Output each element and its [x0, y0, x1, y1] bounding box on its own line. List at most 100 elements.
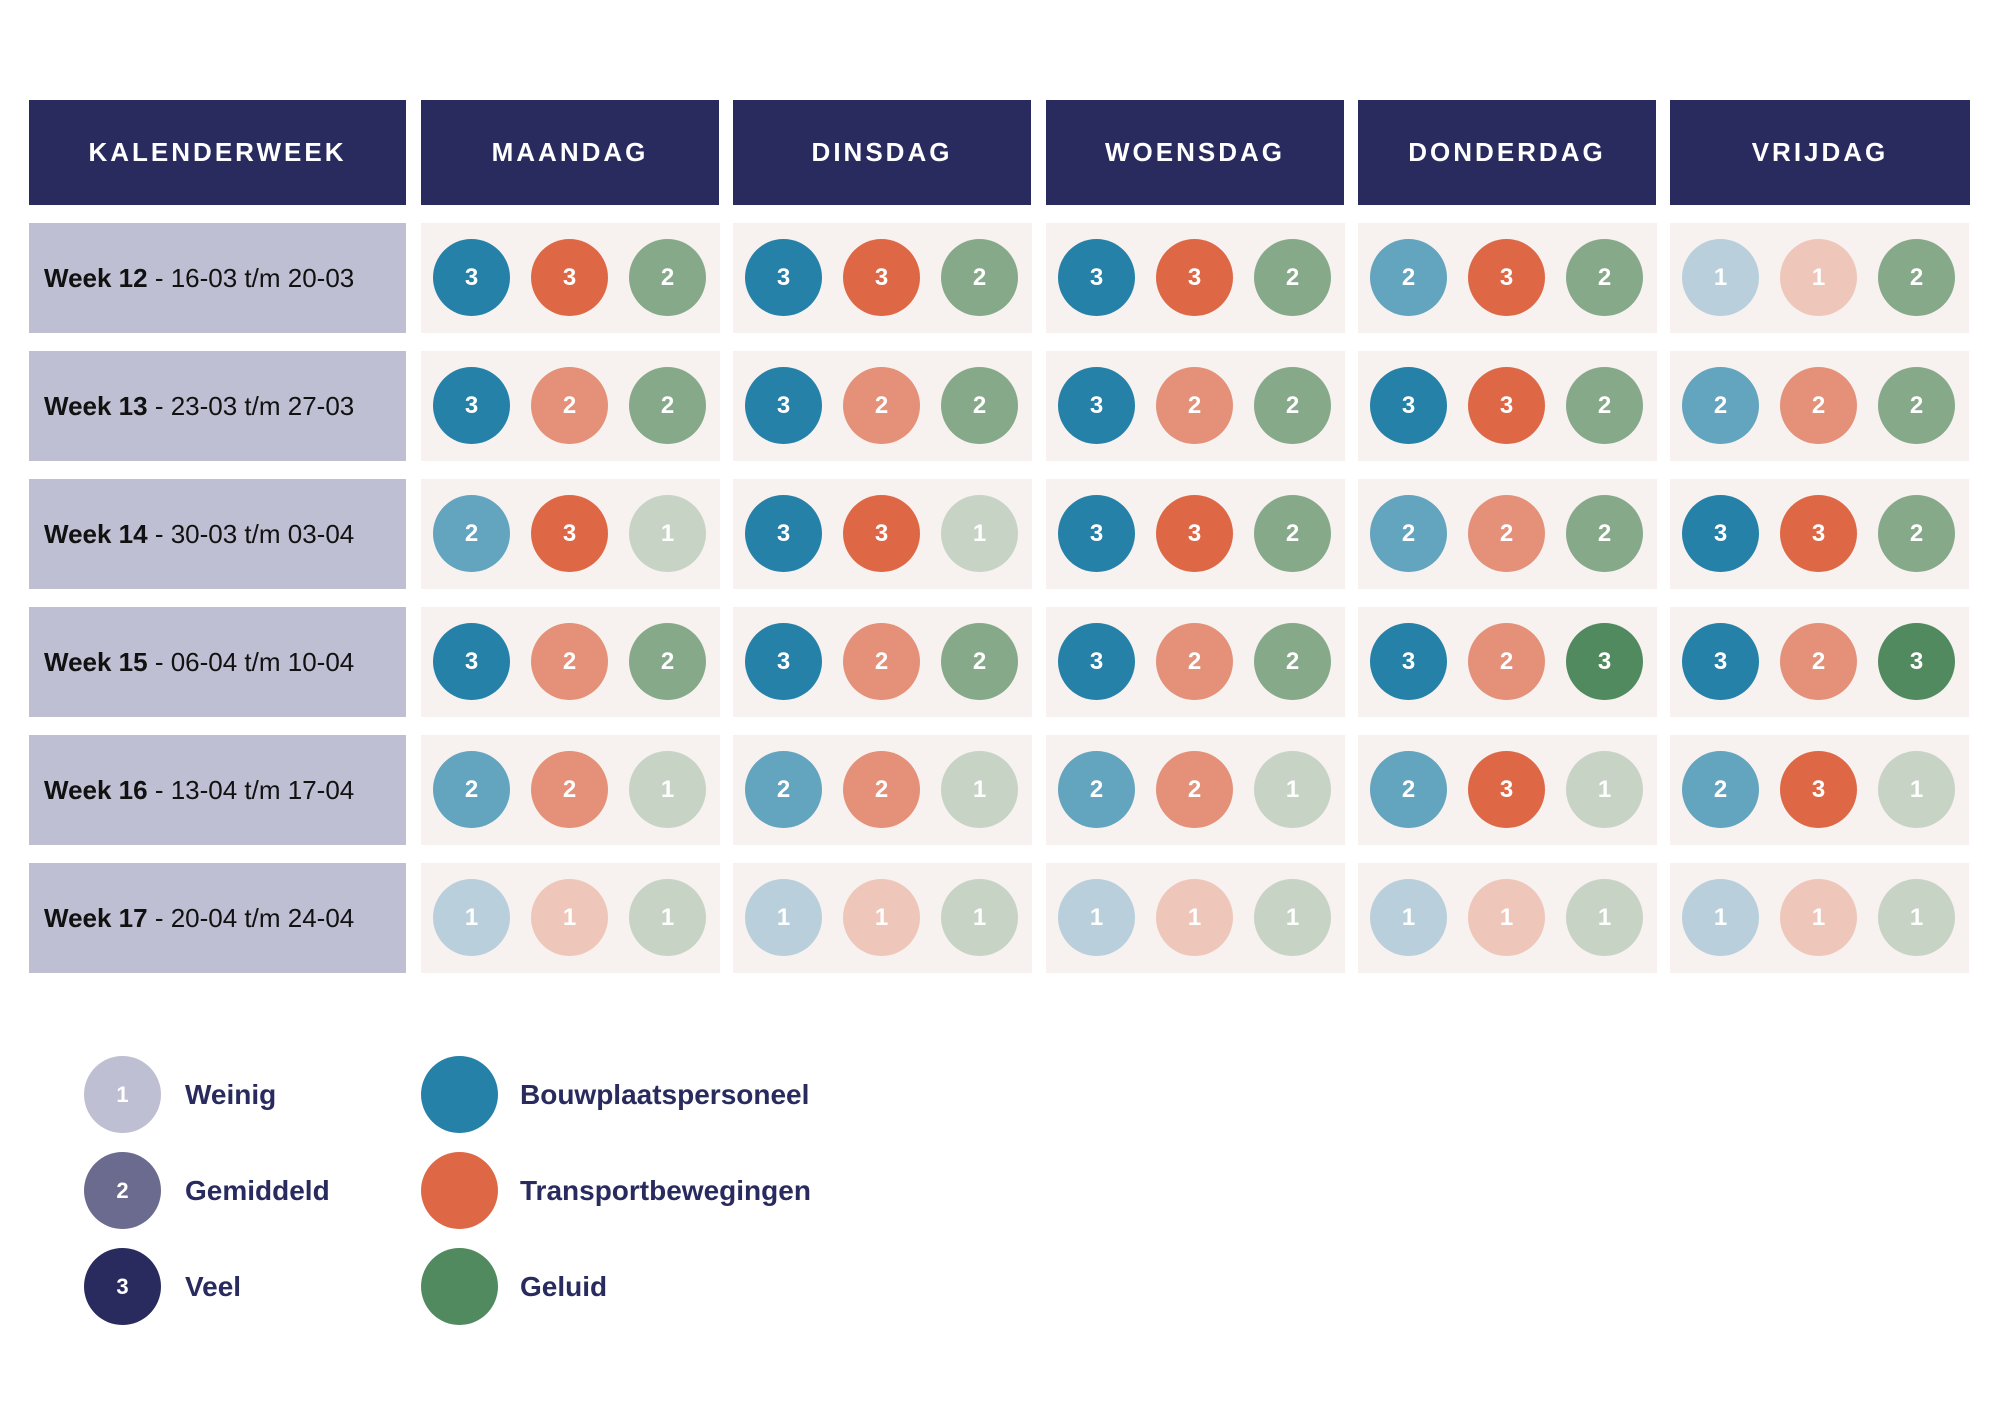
week-label: Week 16 - 13-04 t/m 17-04 — [29, 735, 406, 845]
bouw-level-dot: 3 — [1058, 623, 1135, 700]
week-date-range: - 06-04 t/m 10-04 — [147, 646, 355, 677]
week-label: Week 13 - 23-03 t/m 27-03 — [29, 351, 406, 461]
legend-category-label: Bouwplaatspersoneel — [520, 1078, 810, 1110]
geluid-level-dot: 2 — [1566, 367, 1643, 444]
geluid-level-dot: 2 — [1566, 239, 1643, 316]
week-label: Week 15 - 06-04 t/m 10-04 — [29, 607, 406, 717]
header-woensdag: WOENSDAG — [1046, 100, 1344, 205]
week-label: Week 14 - 30-03 t/m 03-04 — [29, 479, 406, 589]
bouw-level-dot: 2 — [1058, 751, 1135, 828]
week-label: Week 17 - 20-04 t/m 24-04 — [29, 863, 406, 973]
legend-category-geluid: Geluid — [421, 1248, 607, 1325]
bouw-level-dot: 3 — [745, 495, 822, 572]
bouw-level-dot: 2 — [1370, 239, 1447, 316]
week-number: Week 16 — [44, 774, 148, 805]
geluid-level-dot: 2 — [1254, 367, 1331, 444]
geluid-level-dot: 1 — [1566, 879, 1643, 956]
transport-level-dot: 3 — [843, 239, 920, 316]
bouw-level-dot: 3 — [1370, 367, 1447, 444]
geluid-level-dot: 2 — [1254, 239, 1331, 316]
bouw-level-dot: 2 — [1370, 751, 1447, 828]
bouw-level-dot: 3 — [1682, 623, 1759, 700]
week-date-range: - 16-03 t/m 20-03 — [147, 262, 355, 293]
geluid-level-dot: 2 — [629, 623, 706, 700]
transport-level-dot: 3 — [1156, 239, 1233, 316]
bouw-level-dot: 3 — [745, 367, 822, 444]
legend-level-circle: 2 — [84, 1152, 161, 1229]
geluid-level-dot: 1 — [1254, 879, 1331, 956]
legend-category-circle — [421, 1152, 498, 1229]
header-vrijdag: VRIJDAG — [1670, 100, 1970, 205]
geluid-level-dot: 2 — [1254, 623, 1331, 700]
transport-level-dot: 1 — [1780, 879, 1857, 956]
transport-level-dot: 2 — [1156, 367, 1233, 444]
transport-level-dot: 3 — [1780, 495, 1857, 572]
transport-level-dot: 2 — [843, 623, 920, 700]
geluid-level-dot: 3 — [1566, 623, 1643, 700]
transport-level-dot: 2 — [531, 751, 608, 828]
geluid-level-dot: 2 — [629, 239, 706, 316]
transport-level-dot: 3 — [1156, 495, 1233, 572]
legend-category-bouw: Bouwplaatspersoneel — [421, 1056, 809, 1133]
bouw-level-dot: 1 — [1370, 879, 1447, 956]
week-number: Week 12 — [44, 262, 148, 293]
legend-category-label: Transportbewegingen — [520, 1174, 811, 1206]
legend-category-circle — [421, 1248, 498, 1325]
bouw-level-dot: 1 — [1682, 239, 1759, 316]
bouw-level-dot: 3 — [433, 623, 510, 700]
transport-level-dot: 2 — [1468, 623, 1545, 700]
header-donderdag: DONDERDAG — [1358, 100, 1656, 205]
transport-level-dot: 2 — [1156, 751, 1233, 828]
bouw-level-dot: 1 — [1682, 879, 1759, 956]
geluid-level-dot: 2 — [1878, 239, 1955, 316]
bouw-level-dot: 2 — [1682, 367, 1759, 444]
week-number: Week 17 — [44, 902, 148, 933]
bouw-level-dot: 2 — [1370, 495, 1447, 572]
geluid-level-dot: 1 — [629, 879, 706, 956]
bouw-level-dot: 3 — [1058, 239, 1135, 316]
week-date-range: - 20-04 t/m 24-04 — [147, 902, 355, 933]
geluid-level-dot: 2 — [1254, 495, 1331, 572]
transport-level-dot: 2 — [843, 367, 920, 444]
week-date-range: - 13-04 t/m 17-04 — [147, 774, 355, 805]
transport-level-dot: 1 — [1780, 239, 1857, 316]
bouw-level-dot: 1 — [433, 879, 510, 956]
legend-level-1: 1 Weinig — [84, 1056, 276, 1133]
legend-category-label: Geluid — [520, 1270, 608, 1302]
bouw-level-dot: 1 — [745, 879, 822, 956]
geluid-level-dot: 1 — [1566, 751, 1643, 828]
transport-level-dot: 2 — [531, 623, 608, 700]
week-number: Week 13 — [44, 390, 148, 421]
legend-level-label: Gemiddeld — [185, 1174, 330, 1206]
legend-level-circle: 3 — [84, 1248, 161, 1325]
transport-level-dot: 1 — [1468, 879, 1545, 956]
geluid-level-dot: 2 — [1878, 495, 1955, 572]
week-number: Week 15 — [44, 646, 148, 677]
bouw-level-dot: 3 — [745, 623, 822, 700]
geluid-level-dot: 1 — [629, 751, 706, 828]
geluid-level-dot: 2 — [1878, 367, 1955, 444]
legend-level-label: Veel — [185, 1270, 242, 1302]
geluid-level-dot: 1 — [941, 495, 1018, 572]
geluid-level-dot: 2 — [1566, 495, 1643, 572]
